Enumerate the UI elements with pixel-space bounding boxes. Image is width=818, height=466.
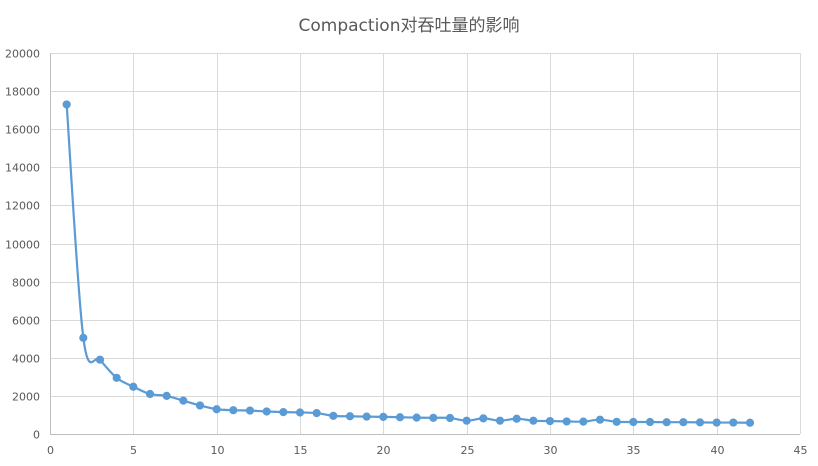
data-point bbox=[662, 418, 671, 427]
data-point bbox=[279, 407, 288, 417]
data-point bbox=[495, 416, 505, 425]
data-point bbox=[395, 413, 405, 422]
data-point bbox=[645, 417, 655, 427]
y-tick-label: 10000 bbox=[5, 239, 40, 252]
x-tick-label: 10 bbox=[211, 444, 225, 457]
y-tick-label: 0 bbox=[33, 429, 40, 442]
gridlines bbox=[50, 53, 801, 434]
data-point bbox=[412, 413, 421, 422]
y-tick-label: 18000 bbox=[5, 86, 40, 99]
data-point bbox=[312, 408, 321, 418]
data-point bbox=[62, 100, 71, 109]
data-point bbox=[529, 416, 538, 425]
y-tick-label: 12000 bbox=[5, 200, 40, 213]
x-tick-label: 45 bbox=[794, 444, 808, 457]
data-point bbox=[595, 415, 605, 424]
data-point bbox=[129, 382, 138, 391]
x-tick-label: 30 bbox=[544, 444, 558, 457]
data-point bbox=[229, 406, 238, 415]
data-point bbox=[612, 417, 621, 426]
data-point bbox=[745, 418, 755, 427]
data-point bbox=[112, 373, 121, 382]
y-tick-label: 14000 bbox=[5, 162, 40, 175]
data-point bbox=[345, 412, 355, 421]
data-point bbox=[79, 333, 88, 342]
data-point bbox=[562, 417, 571, 426]
data-point bbox=[579, 417, 588, 426]
data-point bbox=[195, 401, 205, 410]
y-tick-label: 4000 bbox=[12, 353, 40, 366]
data-point bbox=[462, 416, 471, 425]
data-point bbox=[695, 418, 705, 427]
y-tick-label: 2000 bbox=[12, 391, 40, 404]
series-layer bbox=[62, 100, 755, 427]
x-tick-label: 20 bbox=[377, 444, 391, 457]
data-point bbox=[679, 418, 688, 427]
chart-title: Compaction对吞吐量的影响 bbox=[299, 16, 520, 36]
data-point bbox=[212, 405, 221, 414]
x-tick-label: 40 bbox=[711, 444, 725, 457]
data-point bbox=[179, 396, 188, 405]
data-point bbox=[545, 416, 555, 426]
axes bbox=[50, 53, 800, 435]
data-point bbox=[729, 418, 738, 427]
series-line bbox=[65, 104, 751, 424]
data-point bbox=[95, 355, 105, 364]
data-point bbox=[362, 412, 371, 421]
data-point bbox=[262, 407, 271, 416]
x-tick-label: 0 bbox=[47, 444, 54, 457]
data-point bbox=[245, 406, 255, 415]
data-point bbox=[329, 411, 338, 420]
data-point bbox=[712, 418, 721, 427]
x-tick-label: 35 bbox=[627, 444, 641, 457]
data-point bbox=[295, 408, 305, 417]
data-point bbox=[379, 412, 388, 421]
data-point bbox=[629, 417, 638, 427]
data-point bbox=[162, 391, 171, 400]
data-point bbox=[145, 389, 155, 399]
x-tick-label: 25 bbox=[461, 444, 475, 457]
data-point bbox=[479, 414, 488, 423]
data-point bbox=[445, 413, 455, 423]
data-point bbox=[429, 413, 438, 422]
data-point bbox=[512, 414, 521, 423]
y-tick-label: 6000 bbox=[12, 315, 40, 328]
y-tick-label: 20000 bbox=[5, 48, 40, 61]
tick-labels: 0 2000 4000 6000 8000 10000 12000 14000 16000 180… bbox=[5, 48, 808, 458]
y-tick-label: 16000 bbox=[5, 124, 40, 137]
y-tick-label: 8000 bbox=[12, 277, 40, 290]
x-tick-label: 5 bbox=[130, 444, 137, 457]
x-tick-label: 15 bbox=[294, 444, 308, 457]
